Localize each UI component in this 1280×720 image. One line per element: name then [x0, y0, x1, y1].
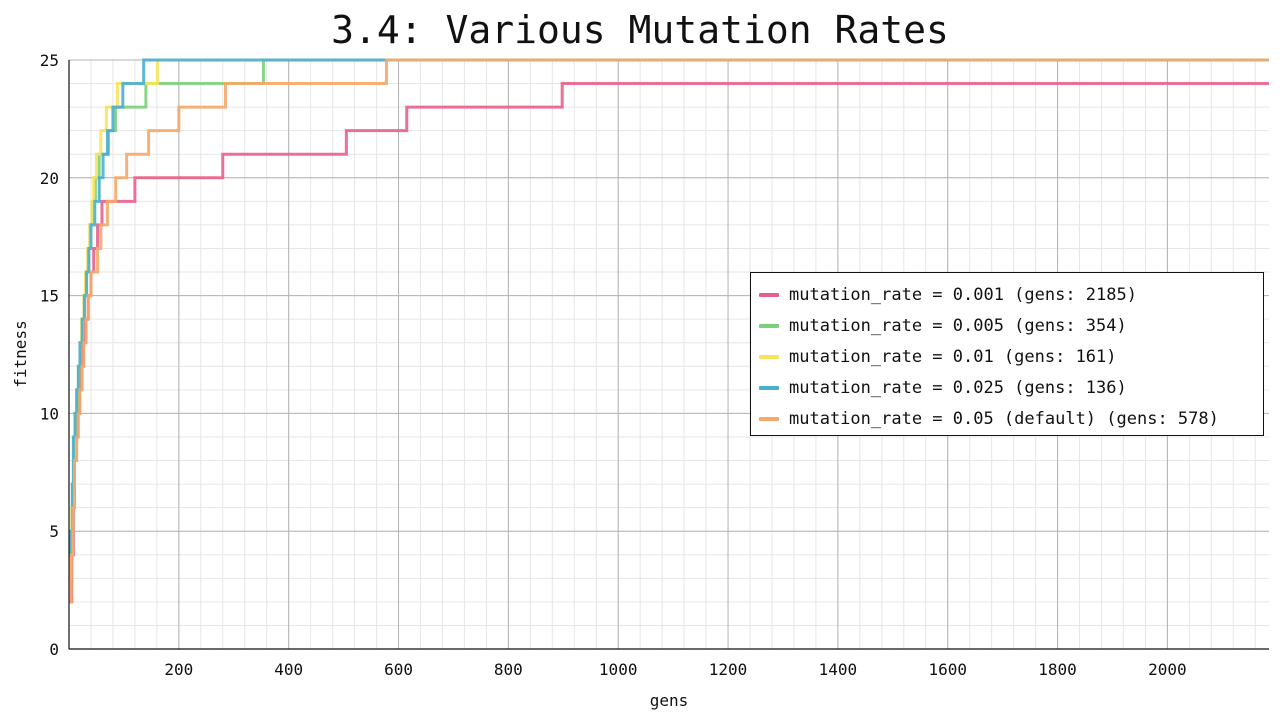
- series-line-3: [69, 58, 1269, 557]
- chart-title: 3.4: Various Mutation Rates: [331, 8, 949, 52]
- x-tick-label: 1000: [599, 660, 638, 679]
- legend-item: mutation_rate = 0.05 (default) (gens: 57…: [759, 403, 1263, 434]
- x-tick-label: 1200: [709, 660, 748, 679]
- x-axis-title: gens: [650, 691, 689, 710]
- y-tick-label: 25: [40, 51, 59, 70]
- legend-swatch: [759, 385, 779, 390]
- legend-item: mutation_rate = 0.005 (gens: 354): [759, 310, 1263, 341]
- y-axis-title: fitness: [11, 320, 30, 387]
- legend: mutation_rate = 0.001 (gens: 2185) mutat…: [750, 272, 1264, 436]
- tick-labels: 200 400 600 800 1000 1200 1400 1600 1800 2000 0 5 10…: [40, 51, 1187, 679]
- axes: [68, 60, 1269, 650]
- legend-swatch: [759, 292, 779, 297]
- x-tick-label: 1600: [928, 660, 967, 679]
- legend-swatch: [759, 323, 779, 328]
- legend-label: mutation_rate = 0.001 (gens: 2185): [789, 284, 1137, 305]
- x-tick-label: 2000: [1148, 660, 1187, 679]
- y-tick-label: 0: [49, 640, 59, 659]
- y-tick-label: 15: [40, 287, 59, 306]
- legend-label: mutation_rate = 0.01 (gens: 161): [789, 346, 1117, 367]
- y-tick-label: 20: [40, 169, 59, 188]
- legend-swatch: [759, 416, 779, 421]
- series-line-4: [69, 58, 1269, 604]
- x-tick-label: 600: [384, 660, 413, 679]
- series-layer: [69, 58, 1269, 604]
- legend-swatch: [759, 354, 779, 359]
- legend-label: mutation_rate = 0.025 (gens: 136): [789, 377, 1127, 398]
- y-tick-label: 10: [40, 404, 59, 423]
- legend-label: mutation_rate = 0.005 (gens: 354): [789, 315, 1127, 336]
- legend-label: mutation_rate = 0.05 (default) (gens: 57…: [789, 408, 1219, 429]
- x-tick-label: 1400: [819, 660, 858, 679]
- legend-item: mutation_rate = 0.01 (gens: 161): [759, 341, 1263, 372]
- legend-item: mutation_rate = 0.025 (gens: 136): [759, 372, 1263, 403]
- x-tick-label: 800: [494, 660, 523, 679]
- legend-item: mutation_rate = 0.001 (gens: 2185): [759, 279, 1263, 310]
- x-tick-label: 400: [274, 660, 303, 679]
- x-tick-label: 200: [164, 660, 193, 679]
- y-tick-label: 5: [49, 522, 59, 541]
- x-tick-label: 1800: [1038, 660, 1077, 679]
